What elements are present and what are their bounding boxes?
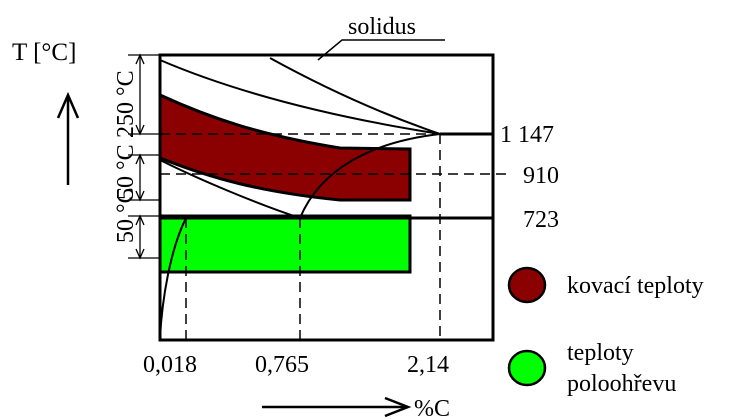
preheat-band — [158, 214, 412, 274]
carbon-tick-214: 2,14 — [407, 352, 449, 378]
legend-preheat-label-line2: poloohřevu — [567, 371, 676, 397]
phase-curves — [159, 57, 441, 339]
solidus-label: solidus — [348, 14, 416, 40]
temperature-lines — [160, 132, 493, 220]
temp-label-723: 723 — [523, 207, 559, 233]
dashed-guides — [160, 133, 510, 340]
legend-forging-label: kovací teploty — [567, 273, 704, 299]
forging-band — [158, 92, 412, 202]
legend-preheat-label-line1: teploty — [567, 340, 634, 366]
diagram-frame — [158, 53, 495, 342]
up-arrow-icon — [56, 91, 80, 185]
c-axis-label: %C — [414, 396, 450, 419]
t-axis-label: T [°C] — [12, 39, 76, 66]
range-label-50-lower: 50 °C — [113, 187, 139, 243]
legend-forging-swatch — [507, 266, 547, 304]
dimension-lines — [128, 53, 160, 260]
temp-label-1147: 1 147 — [500, 122, 554, 148]
right-arrow-icon — [262, 396, 412, 418]
solidus-leader — [317, 39, 445, 61]
carbon-tick-0765: 0,765 — [255, 352, 309, 378]
temp-label-910: 910 — [523, 163, 559, 189]
legend-preheat-swatch — [507, 349, 547, 387]
range-label-250: 250 °C — [113, 70, 139, 138]
range-label-50-upper: 50 °C — [113, 144, 139, 200]
carbon-tick-0018: 0,018 — [143, 352, 197, 378]
